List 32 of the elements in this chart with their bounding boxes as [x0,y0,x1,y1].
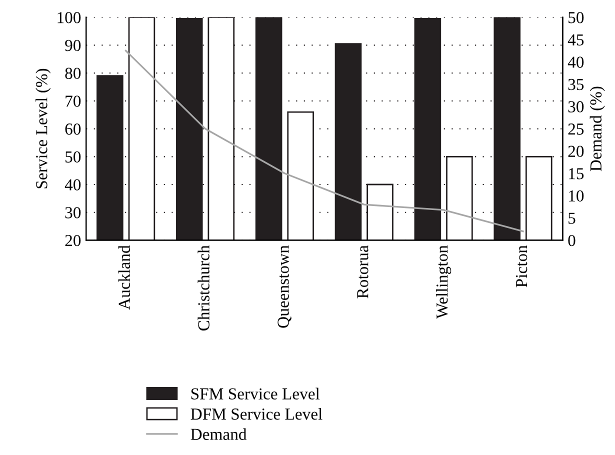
x-tick-label: Queenstown [278,245,292,328]
y-tick-label: 50 [66,151,81,163]
y2-tick-label: 25 [568,124,584,135]
y2-tick-label: 50 [568,12,584,24]
y-tick-label: 80 [65,68,81,79]
x-tick-label: Rotorua [357,245,368,298]
y-axis-title: Service Level (%) [36,68,51,188]
y-tick-label: 30 [65,207,81,218]
y2-axis-title: Demand (%) [590,86,605,172]
legend-label: Demand [190,428,247,440]
y-tick-label: 70 [66,96,81,107]
y2-tick-label: 45 [568,34,584,46]
y2-tick-label: 30 [568,101,584,112]
y2-tick-label: 40 [568,56,584,68]
line-series [124,50,524,232]
y-tick-label: 40 [64,179,81,190]
legend-label: DFM Service Level [190,408,322,420]
legend-label: SFM Service Level [191,388,320,400]
y-tick-label: 90 [65,40,81,52]
y2-tick-label: 35 [568,78,584,90]
y2-tick-label: 15 [569,168,584,180]
y2-tick-label: 10 [569,190,584,202]
y-tick-label: 60 [65,123,81,135]
y-tick-label: 20 [65,234,81,246]
y2-tick-label: 5 [568,212,576,224]
x-tick-label: Auckland [118,245,130,310]
x-tick-label: Picton [516,245,528,288]
y-tick-label: 100 [58,12,81,24]
x-tick-label: Christchurch [198,245,210,331]
y2-tick-label: 0 [568,234,576,246]
y2-tick-label: 20 [568,146,584,158]
x-tick-label: Wellington [436,245,452,319]
